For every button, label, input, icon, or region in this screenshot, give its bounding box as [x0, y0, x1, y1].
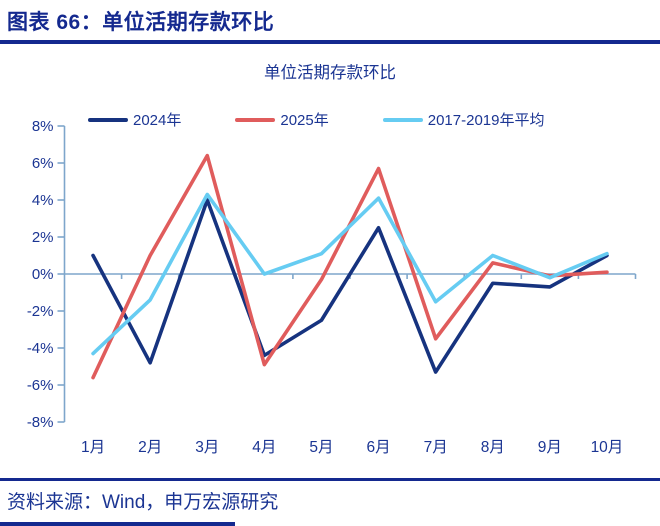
svg-text:4%: 4%	[32, 192, 54, 209]
svg-text:0%: 0%	[32, 266, 54, 283]
legend-swatch-2024	[88, 117, 128, 122]
svg-text:6月: 6月	[366, 439, 390, 456]
legend-item-2025: 2025年	[235, 109, 329, 130]
svg-text:8月: 8月	[481, 439, 505, 456]
svg-text:-4%: -4%	[27, 340, 54, 357]
line-chart: -8% -6% -4% -2% 0% 2% 4% 6% 8% 1月 2月 3月 4月 5月 6月 7月 8月 9月…	[27, 118, 637, 456]
source-text: 资料来源：Wind，申万宏源研究	[7, 492, 279, 513]
header-divider	[0, 40, 660, 44]
svg-text:1月: 1月	[81, 439, 105, 456]
legend-label-2017-2019-avg: 2017-2019年平均	[427, 112, 545, 129]
footer-divider	[0, 478, 660, 481]
svg-text:5月: 5月	[309, 439, 333, 456]
svg-text:3月: 3月	[195, 439, 219, 456]
svg-text:2月: 2月	[138, 439, 162, 456]
figure-header-title: 图表 66：单位活期存款环比	[7, 11, 275, 34]
svg-text:-6%: -6%	[27, 377, 54, 394]
svg-text:8%: 8%	[32, 118, 54, 135]
svg-text:-8%: -8%	[27, 414, 54, 431]
svg-text:2%: 2%	[32, 229, 54, 246]
chart-title: 单位活期存款环比	[264, 64, 396, 82]
chart-legend: 2024年 2025年 2017-2019年平均	[88, 109, 544, 130]
svg-text:9月: 9月	[538, 439, 562, 456]
next-section-divider	[0, 522, 235, 526]
legend-item-2024: 2024年	[88, 109, 181, 130]
legend-swatch-2025	[235, 117, 276, 122]
legend-label-2025: 2025年	[280, 112, 329, 129]
legend-label-2024: 2024年	[133, 112, 182, 129]
svg-text:4月: 4月	[252, 439, 276, 456]
svg-text:10月: 10月	[591, 439, 624, 456]
legend-swatch-2017-2019-avg	[382, 117, 423, 122]
svg-text:7月: 7月	[424, 439, 448, 456]
legend-item-2017-2019-avg: 2017-2019年平均	[382, 109, 545, 130]
svg-text:-2%: -2%	[27, 303, 54, 320]
svg-text:6%: 6%	[32, 155, 54, 172]
